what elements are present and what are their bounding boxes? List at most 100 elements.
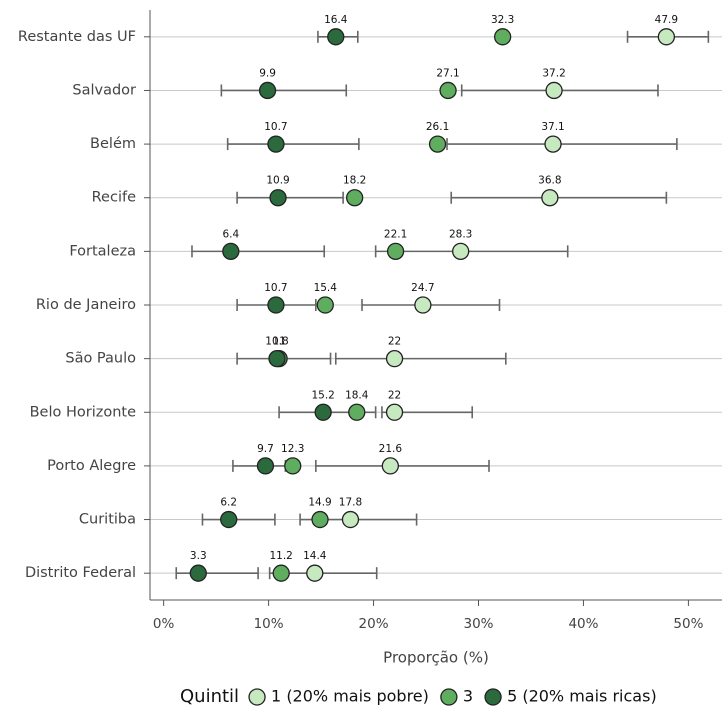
data-label: 10.7 xyxy=(264,282,287,294)
dot xyxy=(657,28,676,46)
data-label: 36.8 xyxy=(538,175,561,187)
x-tick-label: 40% xyxy=(568,616,598,632)
dot xyxy=(316,296,334,314)
y-tick-label: Distrito Federal xyxy=(25,565,136,581)
dot xyxy=(346,189,364,207)
dot xyxy=(314,403,332,421)
y-tick-label: Belo Horizonte xyxy=(30,404,136,420)
data-label: 12.3 xyxy=(281,443,304,455)
dot xyxy=(428,135,447,153)
data-label: 10.7 xyxy=(264,121,287,133)
data-label: 28.3 xyxy=(449,228,472,240)
x-axis-title: Proporção (%) xyxy=(383,649,489,667)
data-label: 15.4 xyxy=(314,282,338,294)
legend-label: 5 (20% mais ricas) xyxy=(507,687,657,706)
x-tick-label: 0% xyxy=(153,616,175,632)
error-bar xyxy=(191,245,326,258)
dot xyxy=(269,189,287,207)
data-label: 22.1 xyxy=(384,228,407,240)
dot xyxy=(327,28,345,46)
dot xyxy=(452,242,470,261)
data-label: 17.8 xyxy=(339,497,362,509)
data-label: 6.4 xyxy=(222,228,239,240)
dot xyxy=(268,349,286,368)
dot xyxy=(284,457,302,475)
dot xyxy=(414,296,432,314)
error-bar xyxy=(236,191,344,204)
y-tick-label: Curitiba xyxy=(79,512,136,528)
y-tick-label: Fortaleza xyxy=(69,243,136,259)
dot xyxy=(386,242,405,261)
data-label: 11.2 xyxy=(269,550,292,562)
y-tick-label: Restante das UF xyxy=(18,29,136,45)
data-label: 32.3 xyxy=(491,14,514,26)
data-label: 10.9 xyxy=(266,175,289,187)
data-label: 22 xyxy=(388,336,401,348)
data-label: 16.4 xyxy=(324,14,348,26)
error-bar xyxy=(450,191,668,204)
data-label: 14.9 xyxy=(308,497,331,509)
legend-label: 3 xyxy=(463,687,473,706)
data-label: 9.9 xyxy=(259,67,276,79)
data-label: 3.3 xyxy=(190,550,207,562)
legend-title: Quintil xyxy=(180,686,239,707)
data-label: 14.4 xyxy=(303,550,327,562)
error-bar xyxy=(374,245,569,258)
error-bar xyxy=(334,352,507,365)
data-label: 37.1 xyxy=(541,121,564,133)
x-tick-label: 20% xyxy=(359,616,389,632)
error-bar xyxy=(446,138,678,151)
error-bar xyxy=(201,513,276,526)
data-label: 27.1 xyxy=(436,67,459,79)
data-label: 18.4 xyxy=(345,389,369,401)
dot xyxy=(439,81,457,100)
data-label: 24.7 xyxy=(411,282,434,294)
dot xyxy=(544,135,562,153)
data-label: 11 xyxy=(272,336,285,348)
dot xyxy=(267,296,285,314)
x-tick-label: 10% xyxy=(254,616,284,632)
y-tick-label: Salvador xyxy=(72,82,136,98)
dot xyxy=(341,510,360,529)
dot xyxy=(189,564,207,582)
data-label: 10.8 xyxy=(265,336,288,348)
y-tick-label: Rio de Janeiro xyxy=(36,297,136,313)
dot xyxy=(220,510,238,529)
dot xyxy=(385,349,404,368)
dot xyxy=(311,510,329,529)
data-label: 15.2 xyxy=(311,389,334,401)
error-bar xyxy=(175,567,259,580)
y-tick-label: Belém xyxy=(90,136,136,152)
error-bar xyxy=(315,459,490,472)
y-tick-label: Porto Alegre xyxy=(47,458,136,474)
data-label: 21.6 xyxy=(379,443,403,455)
data-label: 6.2 xyxy=(220,497,237,509)
data-label: 9.7 xyxy=(257,443,274,455)
dot xyxy=(541,189,559,207)
dot xyxy=(272,564,290,582)
legend-label: 1 (20% mais pobre) xyxy=(271,687,429,706)
data-label: 22 xyxy=(388,389,401,401)
dot xyxy=(348,403,366,421)
y-tick-label: Recife xyxy=(92,190,136,206)
legend-swatch xyxy=(484,688,502,706)
error-bar xyxy=(220,84,348,97)
dot xyxy=(385,403,404,421)
legend-swatch xyxy=(248,688,266,706)
data-label: 26.1 xyxy=(426,121,449,133)
dot xyxy=(267,135,285,153)
dot xyxy=(381,457,399,475)
x-tick-label: 50% xyxy=(673,616,703,632)
dot xyxy=(306,564,324,582)
data-label: 18.2 xyxy=(343,175,366,187)
dot xyxy=(258,81,277,100)
dot xyxy=(545,81,563,100)
dot xyxy=(256,457,275,475)
dot xyxy=(493,28,512,46)
y-tick-label: São Paulo xyxy=(65,351,136,367)
x-tick-label: 30% xyxy=(463,616,493,632)
dot xyxy=(222,242,240,261)
data-label: 47.9 xyxy=(655,14,678,26)
data-label: 37.2 xyxy=(542,67,565,79)
